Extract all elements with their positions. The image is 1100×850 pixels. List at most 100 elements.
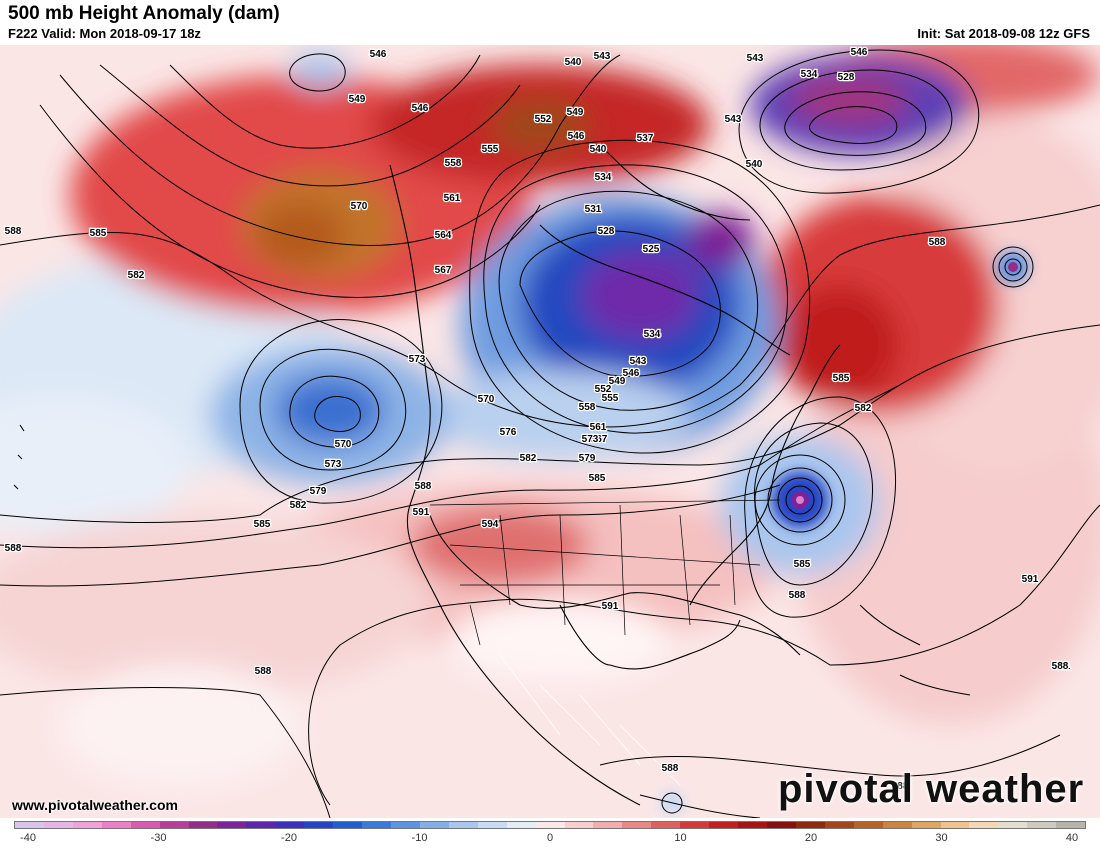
colorbar-swatch <box>159 822 189 828</box>
colorbar-swatch <box>622 822 652 828</box>
colorbar-swatch <box>1056 822 1086 828</box>
colorbar-swatch <box>333 822 363 828</box>
contour-label: 540 <box>565 57 582 68</box>
contour-label: 576 <box>500 427 517 438</box>
colorbar-swatch <box>275 822 305 828</box>
anomaly-field <box>0 45 1100 785</box>
contour-label: 585 <box>90 228 107 239</box>
colorbar-swatch <box>419 822 449 828</box>
contour-label: 573 <box>325 459 342 470</box>
colorbar-swatch <box>506 822 536 828</box>
contour-label: 561 <box>590 422 607 433</box>
contour-label: 591 <box>1054 661 1071 672</box>
contour-label: 588 <box>662 763 679 774</box>
colorbar-swatch <box>304 822 334 828</box>
contour-label: 546 <box>568 131 585 142</box>
colorbar-swatch <box>593 822 623 828</box>
colorbar-tick-label: -20 <box>281 832 297 844</box>
contour-label: 573 <box>409 354 426 365</box>
weather-map[interactable]: 546 543 540 549 546 552 549 546 555 558 561 564 567 5… <box>0 45 1100 818</box>
header: 500 mb Height Anomaly (dam) F222 Valid: … <box>0 0 1100 45</box>
contour-label: 543 <box>725 114 742 125</box>
contour-label: 582 <box>290 500 307 511</box>
colorbar-tick-label: 20 <box>804 832 818 844</box>
contour-label: 588 <box>415 481 432 492</box>
colorbar-swatch <box>362 822 391 828</box>
colorbar-swatch <box>766 822 796 828</box>
colorbar-swatch <box>564 822 594 828</box>
contour-label: 570 <box>351 201 368 212</box>
contour-label: 588 <box>892 781 909 792</box>
contour-label: 534 <box>644 329 661 340</box>
contour-label: 579 <box>310 486 327 497</box>
contour-label: 582 <box>855 403 872 414</box>
contour-label: 567 <box>435 265 452 276</box>
colorbar-swatch <box>680 822 710 828</box>
contour-label: 531 <box>585 204 602 215</box>
contour-label: 558 <box>579 402 596 413</box>
colorbar-swatch <box>1027 822 1057 828</box>
colorbar-swatch <box>390 822 420 828</box>
hurricane-center <box>796 496 804 504</box>
colorbar-swatch <box>853 822 883 828</box>
contour-label: 588 <box>5 543 22 554</box>
colorbar-swatch <box>709 822 739 828</box>
contour-label: 588 <box>255 666 272 677</box>
contour-label: 588 <box>1052 661 1069 672</box>
brand-logo: pivotal weather <box>778 767 1085 811</box>
colorbar-swatch <box>101 822 131 828</box>
contour-label: 549 <box>567 107 584 118</box>
contour-label: 546 <box>412 103 429 114</box>
colorbar-tick-label: -10 <box>411 832 428 844</box>
colorbar-tick-label: 10 <box>674 832 687 844</box>
contour-label: 582 <box>128 270 145 281</box>
contour-label: 525 <box>643 244 660 255</box>
contour-label: 588 <box>789 590 806 601</box>
contour-label: 567 <box>591 434 608 445</box>
colorbar-swatch <box>940 822 970 828</box>
contour-label: 570 <box>478 394 495 405</box>
contour-label: 588 <box>5 226 22 237</box>
contour-label: 594 <box>482 519 499 530</box>
contour-label: 591 <box>602 601 619 612</box>
state-borders <box>429 499 781 646</box>
contour-label: 555 <box>482 144 499 155</box>
contour-label: 558 <box>445 158 462 169</box>
contour-label: 555 <box>602 393 619 404</box>
colorbar-swatch <box>738 822 767 828</box>
contour-label: 543 <box>594 51 611 62</box>
contour-label: 564 <box>435 230 452 241</box>
contour-label: 573 <box>582 434 599 445</box>
colorbar-swatch <box>969 822 999 828</box>
colorbar-swatch <box>246 822 276 828</box>
website-label[interactable]: www.pivotalweather.com <box>12 797 178 813</box>
contour-label: 528 <box>598 226 615 237</box>
map-svg: 546 5435405495465525495465555585615645675… <box>0 45 1100 818</box>
contour-label: 549 <box>609 376 626 387</box>
colorbar-swatch <box>188 822 218 828</box>
colorbar-tick-label: 0 <box>546 832 554 844</box>
coastlines <box>13 144 971 818</box>
colorbar-swatch <box>651 822 681 828</box>
contour-label: 537 <box>637 133 654 144</box>
contour-label: 582 <box>520 453 537 464</box>
contour-label: 528 <box>838 72 855 83</box>
contour-label: 585 <box>833 373 850 384</box>
contour-label: 591 <box>413 507 430 518</box>
colorbar-swatch <box>477 822 507 828</box>
colorbar-swatch <box>998 822 1028 828</box>
colorbar-swatch <box>15 822 44 828</box>
contour-label: 585 <box>254 519 271 530</box>
contour-label: 543 <box>630 356 647 367</box>
mexico-borders <box>499 654 681 786</box>
storm-center-east <box>1008 262 1018 272</box>
contour-label: 552 <box>535 114 552 125</box>
contour-label: 570 <box>335 439 352 450</box>
colorbar: -40 -30 -20 -10 0 10 20 30 40 <box>14 818 1086 850</box>
contour-label: 540 <box>746 159 763 170</box>
contour-label: 549 <box>349 94 366 105</box>
contour-label: 552 <box>595 384 612 395</box>
colorbar-tick-label: -30 <box>150 832 167 844</box>
contour-label: 585 <box>794 559 811 570</box>
colorbar-swatch <box>217 822 247 828</box>
